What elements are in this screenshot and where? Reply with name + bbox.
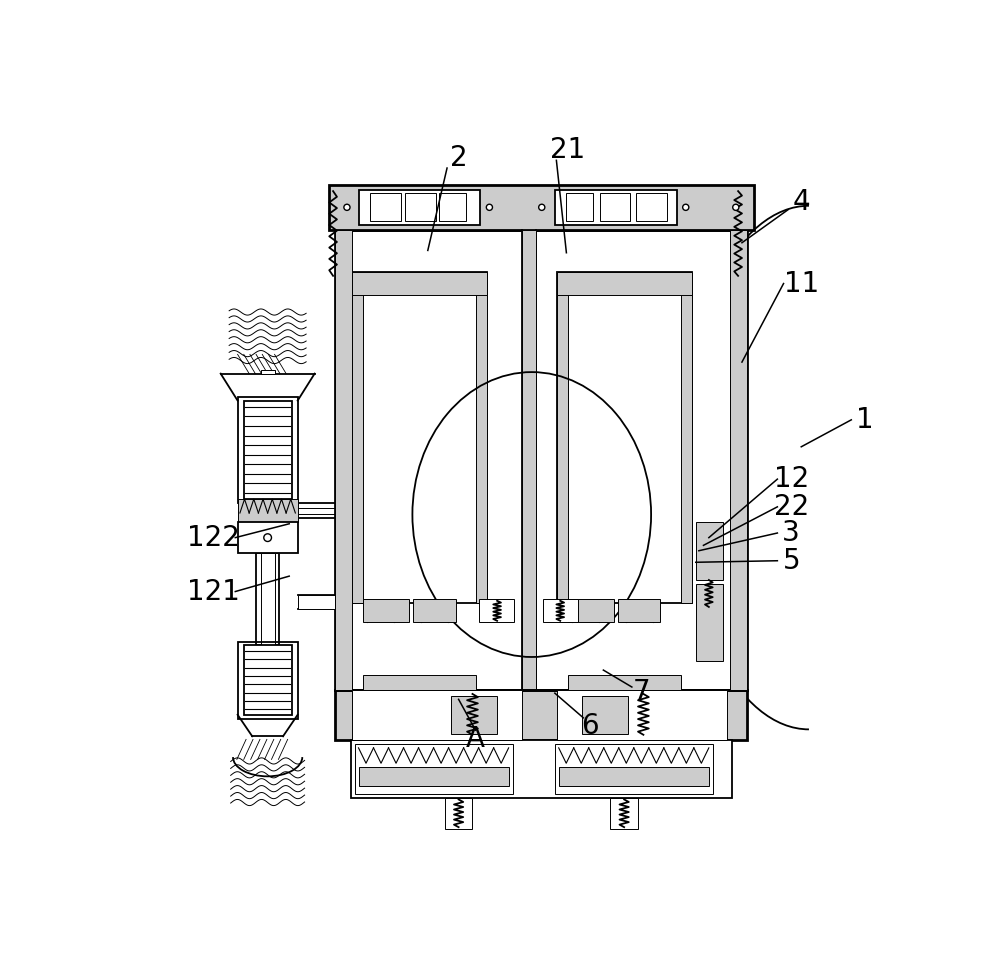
Bar <box>557 272 692 295</box>
Bar <box>352 272 487 295</box>
Bar <box>244 646 292 714</box>
Bar <box>557 272 692 603</box>
Text: 11: 11 <box>784 270 819 298</box>
Bar <box>335 229 747 690</box>
Bar <box>568 675 681 690</box>
Bar <box>352 272 487 603</box>
Bar <box>335 229 352 690</box>
Bar <box>244 646 292 714</box>
Text: 6: 6 <box>581 711 598 739</box>
Bar <box>238 499 298 522</box>
Bar <box>566 194 593 221</box>
Circle shape <box>344 204 350 210</box>
Text: 1: 1 <box>856 406 874 434</box>
Bar <box>557 690 727 740</box>
Bar <box>568 600 614 623</box>
Bar <box>555 744 713 794</box>
Bar <box>730 229 747 690</box>
Bar <box>618 600 660 623</box>
Circle shape <box>683 204 689 210</box>
Bar <box>352 690 522 740</box>
Text: 122: 122 <box>187 523 240 551</box>
Bar <box>351 740 732 798</box>
Bar <box>413 600 456 623</box>
Bar <box>238 642 298 718</box>
Bar <box>335 690 747 740</box>
Bar <box>696 584 723 661</box>
Bar <box>298 596 335 609</box>
Text: 121: 121 <box>187 577 240 605</box>
Bar <box>681 272 692 603</box>
Bar <box>352 272 487 295</box>
Bar <box>370 194 401 221</box>
Bar <box>555 190 677 225</box>
Bar <box>696 522 723 580</box>
Text: 22: 22 <box>774 493 809 521</box>
Bar <box>600 194 630 221</box>
Text: 7: 7 <box>633 678 651 706</box>
Bar <box>358 190 480 225</box>
Bar <box>238 397 298 503</box>
Bar <box>329 185 754 229</box>
Text: 5: 5 <box>782 547 800 575</box>
Bar <box>244 401 292 499</box>
Bar <box>696 584 723 661</box>
Bar <box>618 600 660 623</box>
Bar <box>244 401 292 499</box>
Bar <box>559 767 709 787</box>
Circle shape <box>733 204 739 210</box>
Bar <box>557 272 568 603</box>
Bar <box>451 696 497 734</box>
Bar <box>476 272 487 603</box>
Bar <box>238 522 298 553</box>
Bar <box>358 190 480 225</box>
Bar <box>451 696 497 734</box>
Bar <box>522 229 536 690</box>
Text: 4: 4 <box>792 188 810 216</box>
Bar <box>352 295 487 603</box>
Bar <box>555 190 677 225</box>
Bar <box>557 272 568 603</box>
Bar <box>363 600 409 623</box>
Bar <box>568 600 614 623</box>
Text: 3: 3 <box>782 519 800 547</box>
Bar <box>610 798 638 829</box>
Text: A: A <box>466 725 485 754</box>
Bar <box>522 229 536 690</box>
Bar <box>352 272 363 603</box>
Bar <box>405 194 436 221</box>
Bar <box>730 229 747 690</box>
Bar <box>439 194 466 221</box>
Bar <box>557 272 692 295</box>
Bar <box>413 600 456 623</box>
Bar <box>543 600 578 623</box>
Bar <box>352 272 363 603</box>
Circle shape <box>264 534 271 542</box>
Bar <box>363 600 409 623</box>
Bar <box>582 696 628 734</box>
Text: 2: 2 <box>450 144 467 172</box>
Bar <box>335 229 352 690</box>
Bar <box>363 675 476 690</box>
Circle shape <box>486 204 492 210</box>
Bar <box>681 272 692 603</box>
Bar <box>479 600 514 623</box>
Bar <box>256 553 279 646</box>
Circle shape <box>539 204 545 210</box>
Bar <box>696 522 723 580</box>
Text: 21: 21 <box>550 136 586 164</box>
Bar <box>557 295 692 603</box>
Bar <box>582 696 628 734</box>
Bar <box>355 744 512 794</box>
Bar <box>636 194 666 221</box>
Bar <box>445 798 472 829</box>
Text: 12: 12 <box>774 465 809 494</box>
Bar <box>261 370 275 374</box>
Bar <box>358 767 509 787</box>
Bar <box>261 553 275 646</box>
Bar <box>476 272 487 603</box>
